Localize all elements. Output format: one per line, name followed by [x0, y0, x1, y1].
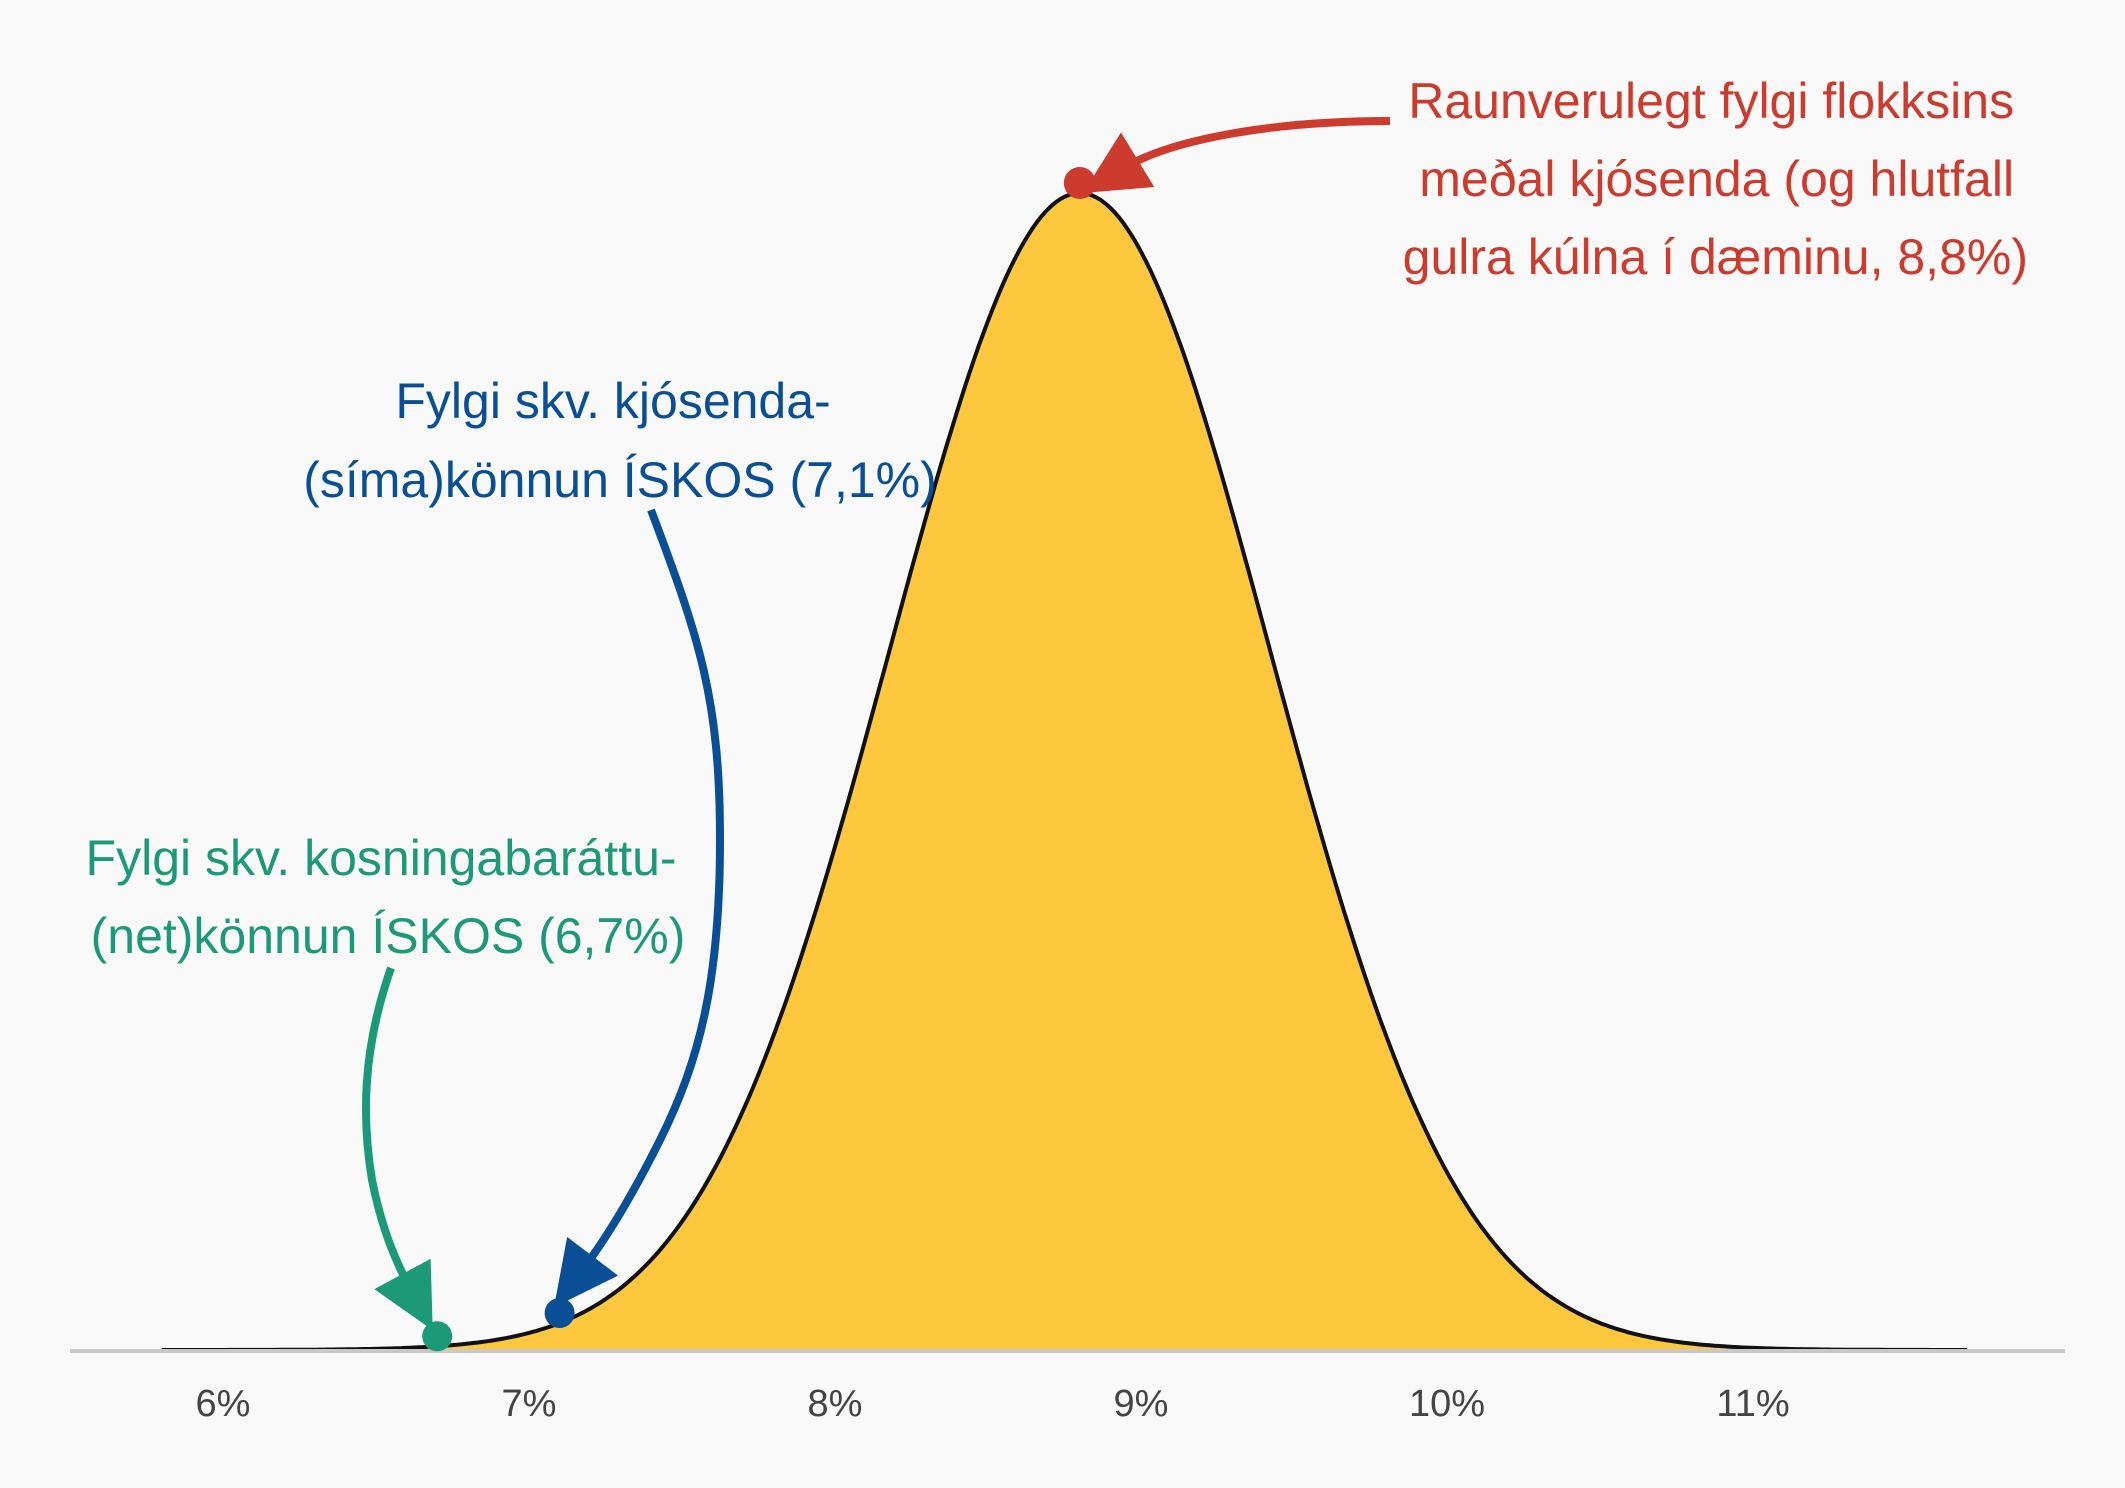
x-axis-ticks: 6% 7% 8% 9% 10% 11%: [196, 1383, 1790, 1425]
annotation-phone-line-1: Fylgi skv. kjósenda-: [395, 373, 830, 429]
annotation-true-line-2: meðal kjósenda (og hlutfall: [1419, 151, 2014, 207]
annotation-true-line-3: gulra kúlna í dæminu, 8,8%): [1403, 229, 2028, 285]
annotation-phone-line-2: (síma)könnun ÍSKOS (7,1%): [303, 452, 937, 508]
x-tick-label: 8%: [808, 1383, 863, 1425]
annotation-net-survey: Fylgi skv. kosningabaráttu- (net)könnun …: [86, 830, 691, 964]
net-survey-point: [422, 1321, 453, 1352]
annotation-true-value: Raunverulegt fylgi flokksins meðal kjóse…: [1403, 73, 2028, 285]
x-tick-label: 10%: [1409, 1383, 1485, 1425]
arrow-true-value: [1082, 117, 1391, 193]
annotation-true-line-1: Raunverulegt fylgi flokksins: [1408, 73, 2014, 129]
x-tick-label: 9%: [1114, 1383, 1169, 1425]
annotation-net-line-1: Fylgi skv. kosningabaráttu-: [86, 830, 677, 886]
arrow-net-survey: [362, 966, 433, 1331]
annotation-net-line-2: (net)könnun ÍSKOS (6,7%): [91, 908, 686, 964]
density-area: [161, 193, 1968, 1350]
density-curve: [161, 190, 1968, 1352]
phone-survey-point: [544, 1298, 575, 1329]
x-tick-label: 7%: [502, 1383, 557, 1425]
true-value-point: [1063, 167, 1096, 199]
annotation-phone-survey: Fylgi skv. kjósenda- (síma)könnun ÍSKOS …: [303, 373, 937, 508]
x-tick-label: 6%: [196, 1383, 251, 1425]
x-tick-label: 11%: [1716, 1383, 1789, 1425]
arrow-phone-survey: [553, 508, 725, 1308]
